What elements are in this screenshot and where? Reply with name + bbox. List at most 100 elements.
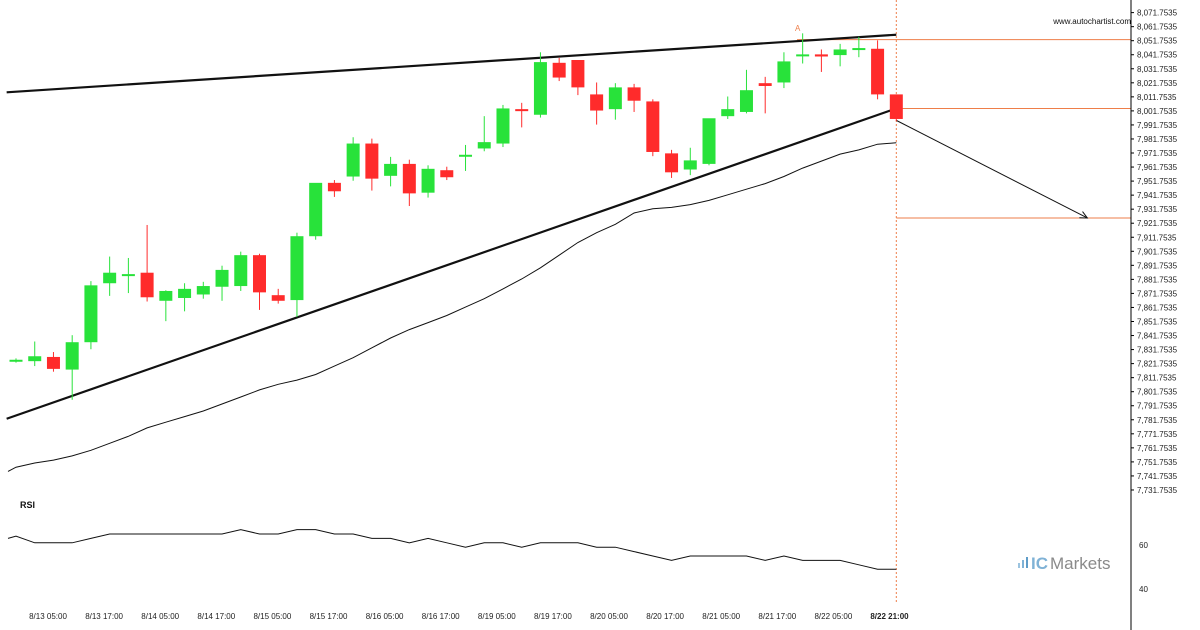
projection-arrow-head (1079, 211, 1089, 219)
x-tick-label: 8/22 21:00 (870, 612, 909, 621)
y-tick-label: 7,891.7535 (1137, 261, 1178, 270)
pattern-label: A (795, 24, 801, 33)
candle-up (384, 163, 398, 176)
candle-down (46, 356, 60, 369)
y-tick-label: 7,811.7535 (1137, 374, 1177, 383)
x-tick-label: 8/21 05:00 (702, 612, 740, 621)
candle-down (871, 48, 885, 95)
candle-up (702, 118, 716, 164)
y-tick-label: 7,961.7535 (1137, 163, 1178, 172)
candle-down (327, 182, 341, 192)
rsi-tick-label: 40 (1139, 585, 1148, 594)
x-tick-label: 8/15 05:00 (253, 612, 291, 621)
y-tick-label: 8,041.7535 (1137, 51, 1178, 60)
x-tick-label: 8/16 05:00 (366, 612, 404, 621)
rsi-label: RSI (20, 500, 35, 510)
lower-trendline (6, 107, 897, 420)
x-tick-label: 8/15 17:00 (310, 612, 348, 621)
y-tick-label: 8,051.7535 (1137, 37, 1178, 46)
candle-up (852, 48, 866, 51)
candle-up (309, 182, 323, 237)
candle-up (721, 109, 735, 117)
y-tick-label: 7,901.7535 (1137, 247, 1178, 256)
y-tick-label: 7,921.7535 (1137, 219, 1178, 228)
y-tick-label: 7,971.7535 (1137, 149, 1178, 158)
candle-up (777, 61, 791, 83)
candle-down (552, 62, 566, 78)
candle-up (290, 236, 304, 301)
candle-down (758, 83, 772, 86)
y-tick-label: 7,911.7535 (1137, 233, 1177, 242)
y-tick-label: 7,761.7535 (1137, 444, 1178, 453)
candle-up (608, 87, 622, 110)
website-label: www.autochartist.com (1052, 17, 1131, 26)
y-tick-label: 7,741.7535 (1137, 472, 1178, 481)
y-tick-label: 8,071.7535 (1137, 9, 1178, 18)
candle-down (365, 143, 379, 179)
upper-trendline (6, 33, 897, 94)
candle-up (496, 108, 510, 144)
x-tick-label: 8/19 05:00 (478, 612, 516, 621)
rsi-tick-label: 60 (1139, 541, 1148, 550)
projection-arrow-line (896, 119, 1088, 219)
y-tick-label: 7,771.7535 (1137, 430, 1178, 439)
y-tick-label: 7,781.7535 (1137, 416, 1178, 425)
x-tick-label: 8/13 05:00 (29, 612, 67, 621)
y-tick-label: 8,031.7535 (1137, 65, 1178, 74)
candle-up (84, 285, 98, 343)
candle-up (121, 274, 135, 277)
candle-up (178, 288, 192, 298)
candle-down (271, 295, 285, 301)
x-tick-label: 8/13 17:00 (85, 612, 123, 621)
candle-up (196, 286, 210, 295)
candle-up (477, 142, 491, 149)
candle-up (739, 90, 753, 112)
candle-up (28, 356, 42, 362)
candle-down (665, 153, 679, 173)
candle-down (252, 255, 266, 293)
rsi-line (7, 529, 897, 570)
candle-down (402, 163, 416, 194)
x-tick-label: 8/16 17:00 (422, 612, 460, 621)
brand-markets: Markets (1050, 554, 1110, 573)
y-tick-label: 7,731.7535 (1137, 486, 1178, 495)
y-tick-label: 8,011.7535 (1137, 93, 1177, 102)
brand-ic: IC (1031, 554, 1048, 573)
candle-up (421, 168, 435, 193)
candle-down (646, 101, 660, 152)
y-tick-label: 7,991.7535 (1137, 121, 1178, 130)
icmarkets-logo: IC Markets (1018, 554, 1110, 573)
y-tick-label: 8,061.7535 (1137, 23, 1178, 32)
y-tick-label: 7,751.7535 (1137, 458, 1178, 467)
candle-down (440, 170, 454, 178)
y-tick-label: 7,931.7535 (1137, 205, 1178, 214)
candle-up (9, 359, 23, 362)
y-tick-label: 7,831.7535 (1137, 346, 1178, 355)
y-tick-label: 7,941.7535 (1137, 191, 1178, 200)
candle-up (159, 290, 173, 301)
candle-up (683, 160, 697, 170)
candle-down (571, 60, 585, 88)
y-tick-label: 8,001.7535 (1137, 107, 1178, 116)
candle-up (833, 49, 847, 56)
candle-up (65, 342, 79, 370)
candle-down (590, 94, 604, 111)
x-tick-label: 8/20 17:00 (646, 612, 684, 621)
candle-up (215, 269, 229, 287)
y-tick-label: 7,951.7535 (1137, 177, 1178, 186)
y-tick-label: 7,881.7535 (1137, 275, 1178, 284)
moving-average-line (7, 142, 897, 472)
x-tick-label: 8/14 05:00 (141, 612, 179, 621)
y-tick-label: 8,021.7535 (1137, 79, 1178, 88)
x-tick-label: 8/20 05:00 (590, 612, 628, 621)
candle-up (103, 272, 117, 284)
y-tick-label: 7,861.7535 (1137, 303, 1178, 312)
y-tick-label: 7,871.7535 (1137, 289, 1178, 298)
candle-up (533, 62, 547, 115)
y-tick-label: 7,821.7535 (1137, 360, 1178, 369)
candle-down (515, 109, 529, 112)
x-tick-label: 8/14 17:00 (197, 612, 235, 621)
y-tick-label: 7,841.7535 (1137, 332, 1178, 341)
candle-down (814, 54, 828, 57)
